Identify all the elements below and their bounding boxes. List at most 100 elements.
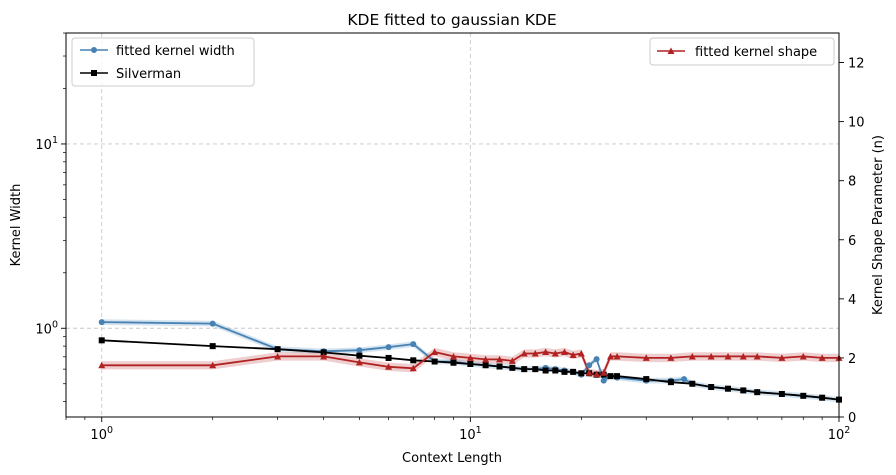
y-axis-left: 100 101 xyxy=(35,32,66,402)
series-markers xyxy=(98,319,843,403)
data-point-shape xyxy=(431,348,439,356)
data-point-shape xyxy=(531,349,539,357)
y-axis-right-label: Kernel Shape Parameter (n) xyxy=(871,135,886,315)
data-point-shape xyxy=(778,354,786,361)
data-point-shape xyxy=(577,349,585,357)
data-point-silverman xyxy=(450,359,457,366)
data-point-silverman xyxy=(431,358,438,365)
x-tick-label: 100 xyxy=(90,425,113,443)
data-point-shape xyxy=(98,361,106,369)
data-point-shape xyxy=(542,348,550,356)
plot-frame xyxy=(65,32,840,418)
data-point-silverman xyxy=(561,368,568,375)
data-point-silverman xyxy=(532,366,539,373)
data-point-shape xyxy=(707,352,715,360)
data-point-shape xyxy=(320,352,328,360)
data-point-shape xyxy=(688,352,696,360)
data-point-shape xyxy=(585,369,593,376)
data-point-shape xyxy=(569,351,577,358)
data-point-silverman xyxy=(754,389,761,396)
data-point-silverman xyxy=(320,349,327,356)
data-point-silverman xyxy=(614,373,621,380)
legend-right-box xyxy=(649,37,835,66)
data-point-silverman xyxy=(800,392,807,399)
data-point-width xyxy=(385,344,392,351)
y-axis-left-label: Kernel Width xyxy=(9,184,24,267)
y-right-tick-label: 2 xyxy=(848,352,856,367)
data-point-silverman xyxy=(98,337,105,344)
data-point-silverman xyxy=(552,367,559,374)
data-point-shape xyxy=(209,361,217,369)
y-right-tick-label: 10 xyxy=(848,116,865,131)
data-point-shape xyxy=(449,352,457,360)
confidence-band-width xyxy=(101,319,839,403)
grid xyxy=(66,33,839,417)
data-point-shape xyxy=(355,358,363,366)
y-left-tick-label: 100 xyxy=(35,319,58,337)
data-point-silverman xyxy=(570,368,577,375)
data-point-shape xyxy=(482,355,490,363)
data-point-shape xyxy=(274,352,282,360)
data-point-silverman xyxy=(410,357,417,364)
data-point-silverman xyxy=(607,373,614,380)
data-point-width xyxy=(600,377,607,384)
data-point-silverman xyxy=(509,364,516,371)
data-point-width xyxy=(98,319,105,326)
data-point-width xyxy=(586,362,593,369)
data-point-silverman xyxy=(467,360,474,367)
data-point-silverman xyxy=(740,387,747,394)
y-right-tick-label: 8 xyxy=(848,175,856,190)
legend-right: fitted kernel shape xyxy=(649,37,835,66)
y-right-tick-label: 6 xyxy=(848,234,856,249)
data-point-shape xyxy=(739,352,747,360)
data-point-silverman xyxy=(819,394,826,401)
data-point-silverman xyxy=(482,362,489,369)
data-point-shape xyxy=(613,352,621,360)
series-line-shape xyxy=(101,351,839,376)
data-point-shape xyxy=(496,355,504,363)
data-point-silverman xyxy=(542,367,549,374)
data-point-shape xyxy=(799,352,807,360)
legend-marker-shape xyxy=(667,47,675,54)
data-point-shape xyxy=(600,369,608,376)
data-point-shape xyxy=(385,363,393,370)
y-right-tick-label: 12 xyxy=(848,57,865,72)
data-point-silverman xyxy=(209,343,216,350)
x-axis: 100 101 102 xyxy=(65,417,851,443)
legend-left-box xyxy=(71,37,255,87)
x-axis-label: Context Length xyxy=(402,451,502,466)
data-point-width xyxy=(356,347,363,354)
y-right-tick-label: 4 xyxy=(848,293,856,308)
data-point-width xyxy=(593,356,600,363)
data-point-shape xyxy=(607,352,615,360)
data-point-shape xyxy=(551,349,559,357)
x-tick-label: 101 xyxy=(459,425,482,443)
data-point-silverman xyxy=(356,352,363,359)
data-point-shape xyxy=(560,348,568,356)
legend-marker-width xyxy=(91,47,97,53)
data-point-silverman xyxy=(689,380,696,387)
data-point-silverman xyxy=(667,379,674,386)
legend-marker-silverman xyxy=(91,70,97,76)
data-point-shape xyxy=(818,354,826,361)
x-tick-label: 102 xyxy=(828,425,851,443)
data-point-shape xyxy=(508,357,516,364)
data-point-silverman xyxy=(521,366,528,373)
legend-label-silverman: Silverman xyxy=(116,67,181,82)
data-point-silverman xyxy=(274,346,281,353)
chart-title: KDE fitted to gaussian KDE xyxy=(347,11,556,29)
data-point-shape xyxy=(667,354,675,361)
data-point-silverman xyxy=(643,376,650,383)
y-axis-right: 0 2 4 6 8 10 12 xyxy=(839,57,865,426)
data-point-shape xyxy=(593,370,601,378)
data-point-silverman xyxy=(778,390,785,397)
y-right-tick-label: 0 xyxy=(848,411,856,426)
data-point-silverman xyxy=(708,384,715,391)
data-point-silverman xyxy=(385,354,392,361)
data-point-shape xyxy=(724,352,732,360)
data-point-silverman xyxy=(496,363,503,370)
legend-label-shape: fitted kernel shape xyxy=(695,45,817,60)
data-point-width xyxy=(410,341,417,348)
data-point-shape xyxy=(642,354,650,361)
